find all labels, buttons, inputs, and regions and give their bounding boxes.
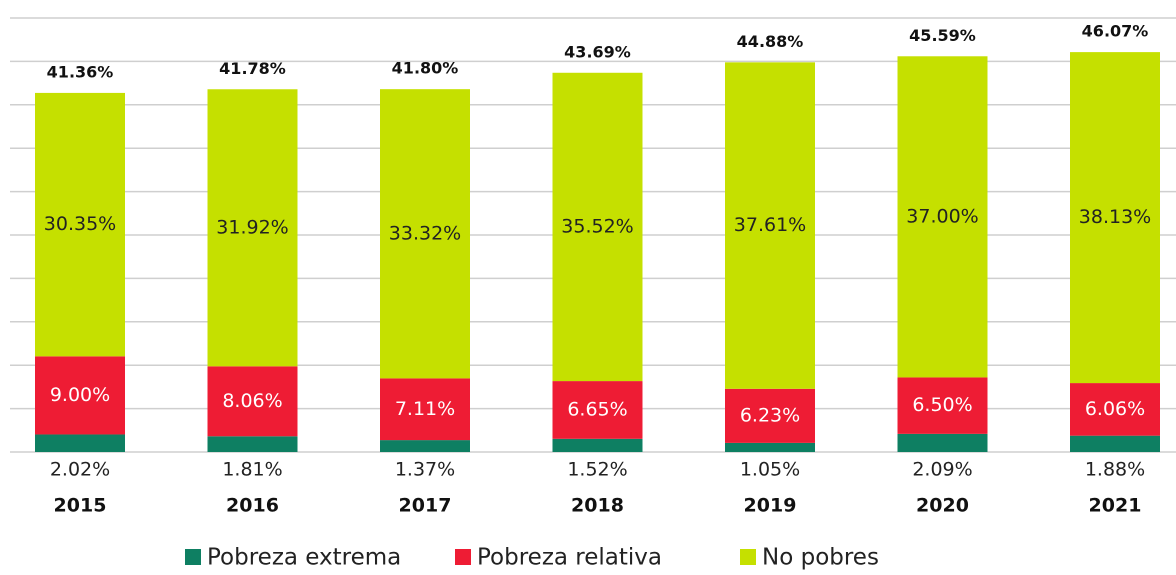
value-label: 37.00%	[906, 205, 978, 227]
value-label: 6.06%	[1085, 398, 1145, 420]
legend-label: Pobreza extrema	[207, 545, 401, 571]
total-label: 44.88%	[737, 32, 804, 51]
legend-swatch	[185, 549, 201, 565]
x-tick-label: 2017	[399, 495, 452, 517]
legend-swatch	[455, 549, 471, 565]
bar-segment	[1070, 383, 1160, 436]
bar-segment	[725, 442, 815, 452]
value-label: 1.05%	[740, 459, 800, 481]
bar-segment	[897, 377, 988, 434]
bar-segment	[552, 438, 643, 452]
x-tick-label: 2019	[744, 495, 797, 517]
bar-segment	[35, 92, 125, 357]
bar-segment	[207, 436, 298, 452]
value-label: 37.61%	[734, 214, 806, 236]
total-label: 46.07%	[1082, 22, 1149, 41]
x-tick-label: 2016	[226, 495, 279, 517]
value-label: 8.06%	[222, 390, 282, 412]
value-label: 1.81%	[222, 459, 282, 481]
value-label: 31.92%	[216, 216, 288, 238]
total-label: 43.69%	[564, 42, 631, 61]
bar-segment	[1070, 435, 1160, 452]
bar-segment	[725, 62, 815, 389]
bar-segment	[207, 366, 298, 437]
bar-segment	[35, 434, 125, 452]
bar-segment	[380, 89, 470, 379]
x-tick-label: 2020	[916, 495, 969, 517]
x-tick-label: 2021	[1089, 495, 1142, 517]
legend-label: Pobreza relativa	[477, 545, 662, 571]
value-label: 1.37%	[395, 459, 455, 481]
total-label: 41.78%	[219, 59, 286, 78]
value-label: 6.50%	[912, 394, 972, 416]
value-label: 2.02%	[50, 459, 110, 481]
value-label: 1.88%	[1085, 459, 1145, 481]
bar-segment	[380, 440, 470, 452]
value-label: 2.09%	[912, 459, 972, 481]
legend-label: No pobres	[762, 545, 879, 571]
value-label: 6.65%	[567, 398, 627, 420]
value-label: 38.13%	[1079, 206, 1151, 228]
bar-segment	[1070, 52, 1160, 384]
x-tick-label: 2018	[571, 495, 624, 517]
value-label: 30.35%	[44, 213, 116, 235]
bar-segment	[207, 89, 298, 367]
x-tick-label: 2015	[54, 495, 107, 517]
bar-segment	[35, 356, 125, 435]
value-label: 7.11%	[395, 398, 455, 420]
bar-segment	[725, 388, 815, 443]
bar-segment	[897, 433, 988, 452]
value-label: 35.52%	[561, 215, 633, 237]
total-label: 41.36%	[47, 62, 114, 81]
bar-segment	[552, 381, 643, 439]
value-label: 6.23%	[740, 404, 800, 426]
bar-segment	[897, 56, 988, 378]
bar-segment	[552, 72, 643, 382]
total-label: 41.80%	[392, 59, 459, 78]
value-label: 33.32%	[389, 222, 461, 244]
bar-segment	[380, 378, 470, 441]
legend-swatch	[740, 549, 756, 565]
value-label: 1.52%	[567, 459, 627, 481]
total-label: 45.59%	[909, 26, 976, 45]
value-label: 9.00%	[50, 384, 110, 406]
